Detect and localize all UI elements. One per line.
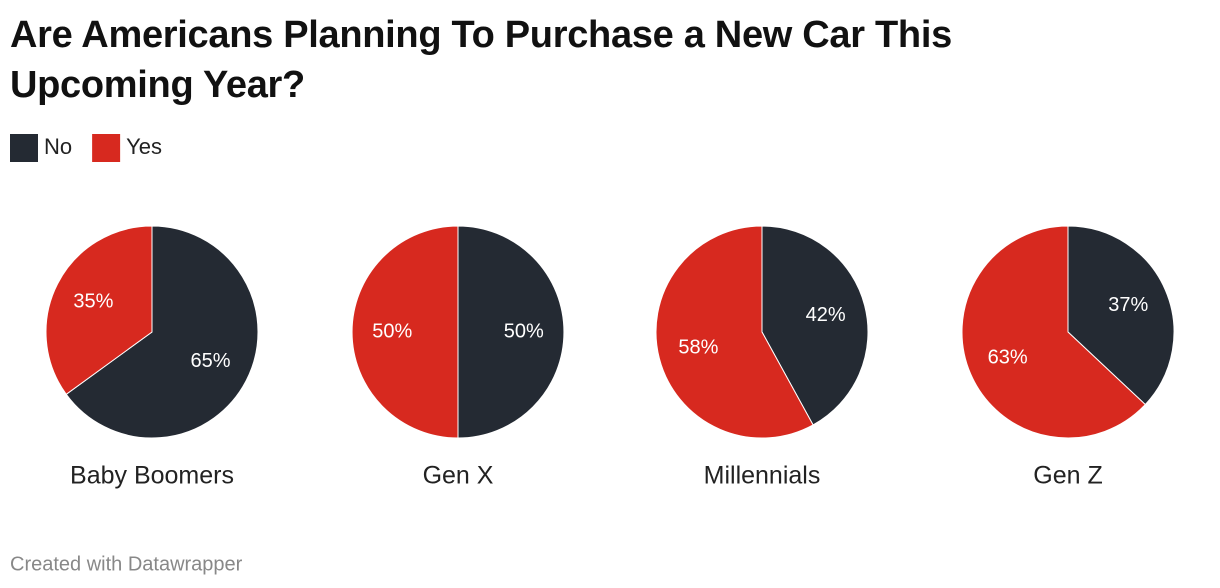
data-label: 63% — [988, 346, 1028, 368]
pie-slice — [351, 225, 459, 439]
legend-swatch — [10, 134, 38, 162]
category-label: Gen X — [423, 462, 494, 490]
data-label: 58% — [678, 337, 718, 359]
pie-slice — [655, 225, 814, 439]
data-label: 50% — [504, 320, 544, 342]
legend-swatch — [92, 134, 121, 162]
category-label: Gen Z — [1033, 462, 1102, 490]
pie-slice — [45, 225, 153, 396]
data-label: 35% — [73, 290, 113, 312]
footer: Created with Datawrapper — [10, 553, 243, 575]
data-label: 37% — [1108, 294, 1148, 316]
category-label: Baby Boomers — [70, 462, 234, 490]
data-label: 42% — [806, 304, 846, 326]
pie-slice — [65, 225, 259, 439]
data-label: 65% — [191, 350, 231, 372]
legend-label: No — [44, 134, 72, 159]
pie-slice — [457, 225, 565, 439]
pie-slice — [961, 225, 1146, 439]
category-label: Millennials — [704, 462, 821, 490]
chart-title: Are Americans Planning To Purchase a New… — [10, 14, 952, 106]
data-label: 50% — [372, 320, 412, 342]
pie-slice — [1067, 225, 1175, 406]
pie-slice — [761, 225, 869, 426]
legend-label: Yes — [126, 134, 162, 159]
